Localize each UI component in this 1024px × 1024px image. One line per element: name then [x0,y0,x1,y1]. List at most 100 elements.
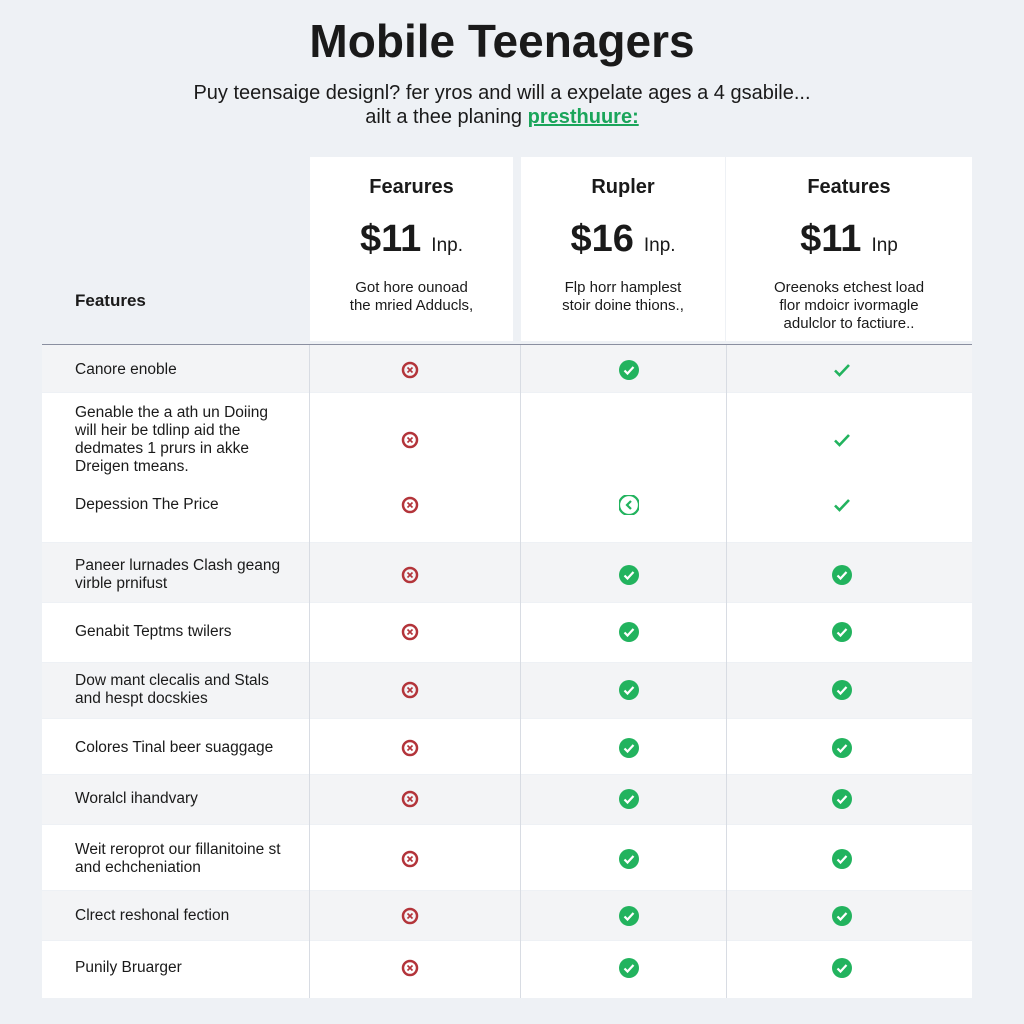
icon [619,738,639,758]
icon [401,681,419,699]
row-label: Clrect reshonal fection [75,907,230,924]
row-background [42,393,972,542]
price-unit: Inp [871,235,898,256]
feature-icon [619,680,639,700]
subtitle-text: ailt a thee planing [365,106,523,128]
feature-icon [400,430,420,450]
feature-icon [619,849,639,869]
price-unit: Inp. [643,235,676,256]
feature-icon [619,958,639,978]
feature-icon [832,430,852,450]
price: $11 [359,218,422,260]
plan-name: Rupler [591,176,655,198]
label-header: Features [75,291,146,310]
feature-icon [832,565,852,585]
icon [401,623,419,641]
plan-description: stoir doine thions., [562,297,684,314]
row-label: Dow mant clecalis and Stals [75,672,269,689]
row-background [42,941,972,998]
row-label: and hespt docskies [75,690,208,707]
header-rule [42,344,972,345]
icon [401,496,419,514]
icon [832,789,852,809]
row-label: Dreigen tmeans. [75,458,189,475]
icon [619,789,639,809]
subtitle-link[interactable]: presthuure: [527,106,639,128]
price-unit: Inp. [431,235,463,256]
icon [834,364,850,377]
row-label: Genable the a ath un Doiing [75,404,269,421]
icon [834,434,850,447]
row-background [42,543,972,602]
row-background [42,603,972,662]
column-divider [520,345,521,998]
feature-icon [832,680,852,700]
plan-description: Flp horr hamplest [564,279,682,296]
icon [617,493,641,517]
icon [834,499,850,512]
row-label: Colores Tinal beer suaggage [75,739,274,756]
row-label: Weit reroprot our fillanitoine st [75,841,281,858]
plan-description: flor mdoicr ivormagle [779,297,919,314]
icon [619,849,639,869]
feature-icon [619,789,639,809]
row-label: and echcheniation [75,859,201,876]
icon [401,850,419,868]
icon [619,565,639,585]
row-label: dedmates 1 prurs in akke [75,440,250,457]
feature-icon [832,789,852,809]
feature-icon [400,958,420,978]
row-label: will heir be tdlinp aid the [75,422,241,439]
plan-name: Features [807,176,891,198]
icon [832,906,852,926]
icon [401,566,419,584]
feature-icon [832,849,852,869]
row-label: Genabit Teptms twilers [75,623,232,640]
row-background [42,719,972,774]
feature-icon [400,565,420,585]
row-label: Woralcl ihandvary [75,790,198,807]
row-label: Canore enoble [75,361,177,378]
feature-icon [832,958,852,978]
plan-card [726,157,972,341]
plan-name: Fearures [369,176,454,198]
feature-icon [832,738,852,758]
plan-price: $16 Inp. [521,218,725,261]
price: $16 [570,218,634,260]
row-background [42,345,972,392]
feature-icon [619,622,639,642]
feature-icon [400,360,420,380]
feature-icon [617,493,641,517]
row-label: Depession The Price [75,496,219,513]
feature-icon [619,906,639,926]
feature-icon [619,565,639,585]
feature-icon [832,360,852,380]
feature-icon [832,622,852,642]
plan-price: $11 Inp [726,218,972,261]
icon [619,622,639,642]
icon [832,622,852,642]
feature-icon [400,680,420,700]
row-background [42,775,972,824]
row-background [42,891,972,940]
feature-icon [400,906,420,926]
icon [619,680,639,700]
row-label: Punily Bruarger [75,959,182,976]
plan-card [521,157,725,341]
feature-icon [400,789,420,809]
price: $11 [800,218,862,260]
plan-description: Oreenoks etchest load [773,279,925,296]
row-background [42,663,972,718]
plan-card [310,157,513,341]
plan-description: the mried Adducls, [349,297,474,314]
feature-icon [400,622,420,642]
icon [832,680,852,700]
feature-icon [832,906,852,926]
column-divider [726,345,727,998]
icon [832,565,852,585]
row-label: Paneer lurnades Clash geang [75,557,281,574]
plan-description: adulclor to factiure.. [783,315,915,332]
subtitle: Puy teensaige designl? fer yros and will… [193,82,811,104]
subtitle-line: ailt a thee planing presthuure: [0,106,1004,129]
